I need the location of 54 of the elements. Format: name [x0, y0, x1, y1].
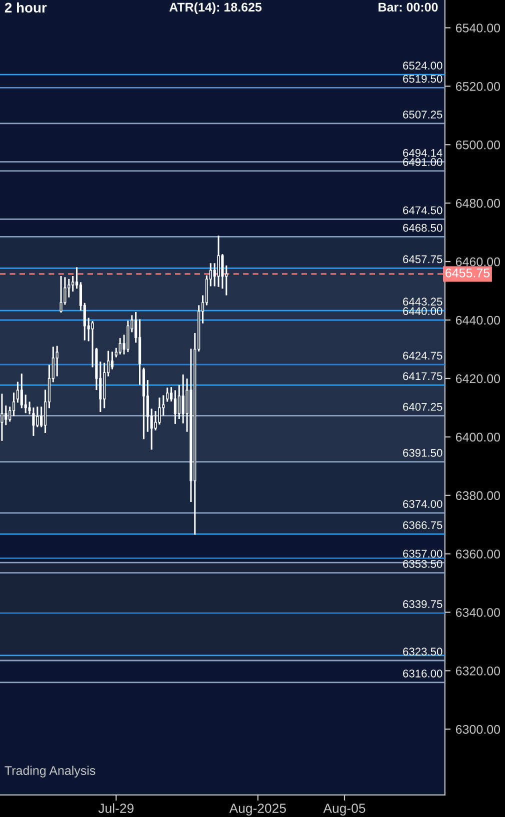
annotation: Bar: 00:00	[378, 2, 438, 12]
ref-line-label: 6357.00	[403, 550, 442, 558]
ref-line-label: 6468.50	[403, 224, 442, 232]
ref-line-label: 6455.75	[446, 268, 490, 278]
ref-line-label: 6519.50	[403, 74, 442, 83]
ref-line-label: 6391.50	[403, 448, 442, 457]
x-tick-label: Aug-05	[323, 804, 366, 816]
candlestick	[36, 406, 39, 428]
candlestick	[16, 382, 20, 403]
candlestick	[166, 388, 169, 402]
ref-line-label: 6443.25	[403, 298, 442, 306]
ref-line-label: 6374.00	[403, 500, 442, 508]
ref-line-label: 6366.75	[403, 521, 442, 530]
y-tick-label: 6340.00	[456, 608, 500, 617]
x-tick-label: Aug-2025	[229, 804, 286, 816]
y-tick-label: 6520.00	[456, 82, 500, 91]
ref-line-label: 6457.75	[403, 255, 442, 264]
y-tick-label: 6360.00	[456, 550, 500, 558]
candlestick	[4, 405, 8, 426]
y-tick-label: 6400.00	[456, 432, 500, 442]
ref-line-label: 6424.75	[403, 352, 442, 360]
annotation: Trading Analysis	[4, 766, 96, 778]
ref-line-label: 6474.50	[403, 206, 442, 214]
candlestick	[118, 338, 122, 354]
ref-line-label: 6339.75	[403, 600, 442, 608]
y-tick-label: 6320.00	[456, 666, 500, 676]
y-tick-label: 6420.00	[456, 374, 500, 384]
y-tick-label: 6460.00	[456, 257, 500, 266]
y-tick-label: 6440.00	[456, 316, 500, 325]
candlestick	[178, 385, 180, 419]
ref-line-label: 6524.00	[403, 62, 442, 70]
ref-line-label: 6417.75	[403, 372, 442, 380]
y-tick-label: 6300.00	[456, 724, 500, 734]
chart-title: 2 hour	[4, 2, 47, 13]
ref-line-label: 6316.00	[403, 670, 442, 678]
y-tick-label: 6480.00	[456, 198, 500, 208]
annotation: ATR(14): 18.625	[169, 2, 262, 14]
candlestick	[182, 374, 184, 424]
x-tick-label: Jul-29	[98, 803, 134, 813]
candlestick	[60, 276, 62, 313]
ref-line-label: 6507.25	[403, 110, 442, 119]
candlestick	[20, 374, 23, 408]
ref-line-label: 6407.25	[403, 402, 442, 411]
y-tick-label: 6540.00	[456, 24, 500, 32]
y-tick-label: 6500.00	[456, 140, 500, 150]
y-tick-label: 6380.00	[456, 491, 500, 500]
candlestick	[72, 276, 74, 292]
candlestick	[12, 392, 16, 416]
candlestick	[174, 390, 177, 424]
candlestick	[56, 346, 58, 376]
ref-line-label: 6323.50	[403, 648, 442, 656]
candlestick	[217, 236, 220, 287]
candlestick	[110, 352, 114, 370]
ref-line-label: 6494.14	[403, 148, 442, 157]
